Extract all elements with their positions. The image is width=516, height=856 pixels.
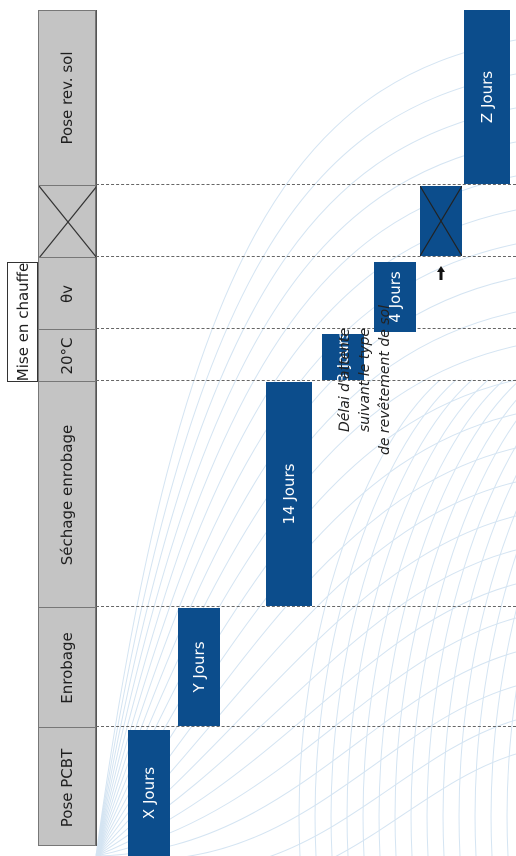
stage-label: θv bbox=[58, 284, 76, 304]
note-line: de revêtement de sol bbox=[377, 304, 393, 456]
background-curve bbox=[362, 379, 505, 856]
background-curve bbox=[426, 445, 516, 856]
background-curve bbox=[394, 399, 516, 856]
stage-label: Séchage enrobage bbox=[58, 424, 76, 566]
note-line: Délai d'attente bbox=[337, 327, 353, 433]
background-curve bbox=[96, 685, 516, 856]
bar-3-jours: 3 Jours bbox=[322, 331, 364, 383]
note-line: suivant le type bbox=[357, 328, 373, 432]
background-curve bbox=[410, 420, 516, 856]
waiting-note: Délai d'attente suivant le type de revêt… bbox=[335, 250, 405, 510]
background-curve bbox=[95, 39, 516, 856]
background-curve bbox=[346, 379, 489, 856]
stage-temp-20c: 20°C bbox=[39, 329, 95, 382]
background-curve bbox=[490, 609, 516, 856]
stage-pose-rev-sol: Pose rev. sol bbox=[39, 11, 95, 185]
stage-label: Pose rev. sol bbox=[58, 51, 76, 145]
bar-14-jours: 14 Jours bbox=[266, 382, 312, 606]
stage-header: Pose rev. sol θv 20°C Séchage enrobage E… bbox=[38, 10, 97, 848]
stage-sechage-enrobage: Séchage enrobage bbox=[39, 381, 95, 608]
background-curve bbox=[314, 379, 457, 856]
bar-z-jours: Z Jours bbox=[464, 10, 510, 184]
stage-pose-pcbt: Pose PCBT bbox=[39, 727, 95, 848]
background-curve bbox=[96, 753, 516, 856]
stage-enrobage: Enrobage bbox=[39, 607, 95, 728]
background-curve bbox=[95, 107, 516, 856]
background-curve bbox=[442, 474, 516, 856]
background-curve bbox=[378, 383, 516, 856]
stage-label: Pose PCBT bbox=[58, 748, 76, 828]
phase-boundary bbox=[96, 256, 516, 257]
phase-boundary bbox=[96, 184, 516, 185]
stage-wait-cross bbox=[39, 185, 97, 258]
background-curve bbox=[95, 141, 516, 856]
bar-label: Y Jours bbox=[190, 641, 208, 693]
background-curve bbox=[458, 510, 516, 856]
phase-boundary bbox=[96, 726, 516, 727]
background-curve bbox=[298, 379, 441, 856]
bar-4-jours: 4 Jours bbox=[374, 262, 416, 332]
bar-wait-cross bbox=[419, 185, 463, 257]
background-curve bbox=[506, 690, 516, 856]
background-curve bbox=[474, 553, 516, 856]
heating-group-label: Mise en chauffe bbox=[7, 262, 38, 382]
stage-theta-v: θv bbox=[39, 257, 95, 330]
stage-label: 20°C bbox=[58, 337, 76, 375]
background-curve bbox=[330, 379, 473, 856]
bar-label: Z Jours bbox=[478, 70, 496, 124]
heating-group-text: Mise en chauffe bbox=[13, 262, 32, 382]
phase-boundary bbox=[96, 328, 516, 329]
bar-y-jours: Y Jours bbox=[178, 608, 220, 726]
bar-x-jours: X Jours bbox=[128, 730, 170, 856]
header-divider bbox=[96, 10, 97, 846]
phase-boundary bbox=[96, 380, 516, 381]
bar-label: X Jours bbox=[140, 766, 158, 820]
x-cross-icon bbox=[419, 185, 463, 257]
background-curve bbox=[95, 73, 516, 856]
bar-label: 14 Jours bbox=[280, 463, 298, 525]
stage-label: Enrobage bbox=[58, 632, 76, 704]
x-cross-icon bbox=[39, 186, 97, 258]
arrow-up-icon bbox=[437, 266, 445, 280]
phase-boundary bbox=[96, 606, 516, 607]
